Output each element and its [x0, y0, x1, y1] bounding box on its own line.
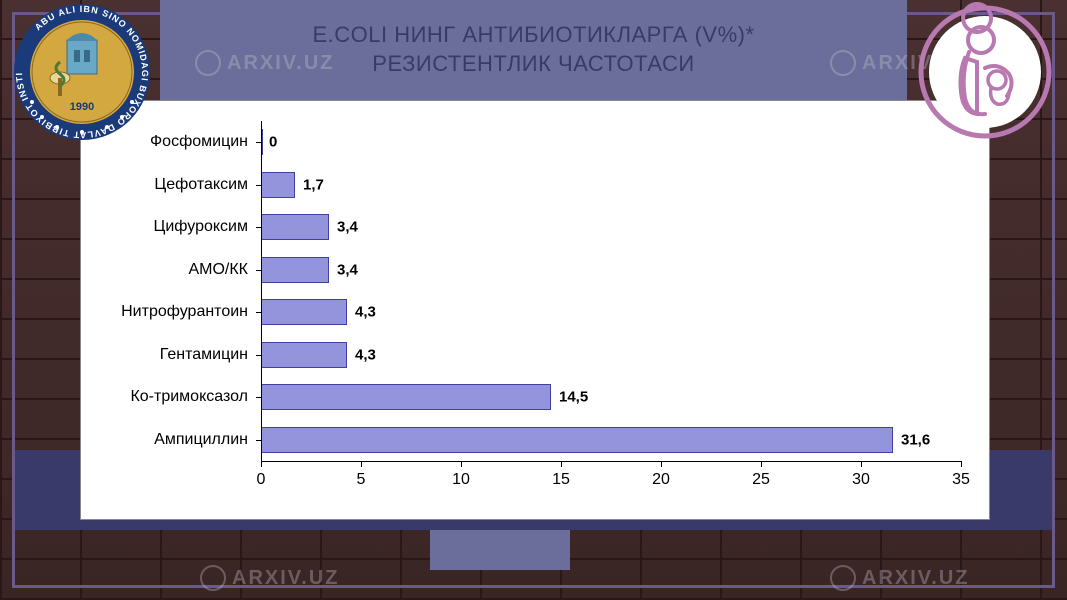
bar-value-label: 4,3 — [355, 304, 376, 321]
chart-panel: Фосфомицин Цефотаксим Цифуроксим АМО/КК Нитр… — [80, 100, 990, 520]
bar-value-label: 0 — [269, 134, 277, 151]
y-axis-category-label: Гентамицин — [160, 346, 248, 364]
x-axis-tick-label: 15 — [552, 471, 570, 489]
bar-value-label: 3,4 — [337, 219, 358, 236]
y-axis-category-label: Цифуроксим — [154, 218, 249, 236]
x-axis-tick-label: 10 — [452, 471, 470, 489]
y-axis-category-label: Цефотаксим — [154, 176, 248, 194]
plot-area: 0 1,7 3,4 3,4 4,3 4,3 14,5 31,6 — [261, 121, 961, 461]
y-axis-labels: Фосфомицин Цефотаксим Цифуроксим АМО/КК Нитр… — [81, 121, 256, 461]
x-axis-tick-label: 35 — [952, 471, 970, 489]
x-axis-tick-label: 30 — [852, 471, 870, 489]
y-axis-category-label: Ко-тримоксазол — [130, 388, 248, 406]
x-axis-tick-label: 25 — [752, 471, 770, 489]
y-axis-line — [261, 121, 262, 461]
bar — [261, 427, 893, 453]
bar-value-label: 3,4 — [337, 261, 358, 278]
x-axis-tick — [361, 461, 362, 467]
mother-baby-logo — [915, 2, 1055, 142]
y-axis-category-label: Ампициллин — [154, 431, 248, 449]
header-band: E.COLI НИНГ АНТИБИОТИКЛАРГА (V%)* РЕЗИСТ… — [160, 0, 907, 100]
x-axis-tick — [461, 461, 462, 467]
x-axis-tick — [661, 461, 662, 467]
bar-value-label: 31,6 — [901, 431, 930, 448]
x-axis: 05101520253035 — [261, 461, 961, 501]
x-axis-tick-label: 20 — [652, 471, 670, 489]
title-line-1: E.COLI НИНГ АНТИБИОТИКЛАРГА (V%)* — [312, 22, 754, 47]
slide-title: E.COLI НИНГ АНТИБИОТИКЛАРГА (V%)* РЕЗИСТ… — [312, 21, 754, 78]
x-axis-tick — [761, 461, 762, 467]
title-line-2: РЕЗИСТЕНТЛИК ЧАСТОТАСИ — [372, 51, 694, 76]
bar — [261, 214, 329, 240]
x-axis-tick — [561, 461, 562, 467]
x-axis-tick-label: 5 — [357, 471, 366, 489]
bar — [261, 299, 347, 325]
x-axis-tick — [261, 461, 262, 467]
bar-value-label: 4,3 — [355, 346, 376, 363]
x-axis-tick — [861, 461, 862, 467]
bar-value-label: 14,5 — [559, 389, 588, 406]
y-axis-category-label: Фосфомицин — [150, 133, 248, 151]
bar — [261, 342, 347, 368]
bar — [261, 384, 551, 410]
bar — [261, 172, 295, 198]
y-axis-category-label: АМО/КК — [188, 261, 248, 279]
university-seal-logo: ABU ALI IBN SINO NOMIDAGI BUXORO DAVLAT … — [12, 2, 152, 142]
x-axis-tick — [961, 461, 962, 467]
x-axis-tick-label: 0 — [257, 471, 266, 489]
bar-value-label: 1,7 — [303, 176, 324, 193]
seal-year: 1990 — [70, 101, 94, 113]
bar — [261, 257, 329, 283]
y-axis-category-label: Нитрофурантоин — [121, 303, 248, 321]
